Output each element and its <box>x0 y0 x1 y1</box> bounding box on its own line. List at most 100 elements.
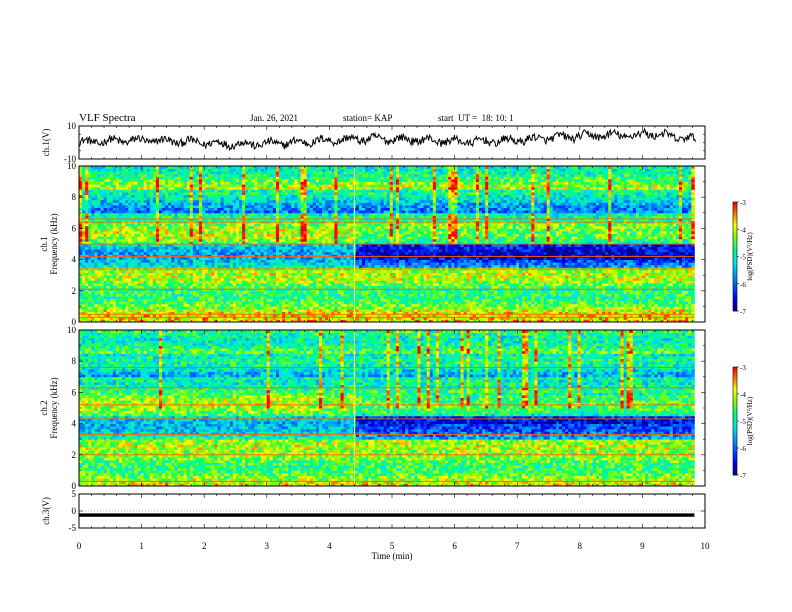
spectrogram-cell <box>303 280 308 284</box>
spectrogram-cell <box>478 314 483 318</box>
spectrogram-cell <box>137 296 141 299</box>
spectrogram-cell <box>426 316 431 320</box>
spectrogram-cell <box>155 262 160 266</box>
spectrogram-cell <box>140 277 145 281</box>
spectrogram-cell <box>229 309 234 312</box>
spectrogram-cell <box>334 316 338 320</box>
spectrogram-cell <box>457 296 461 299</box>
spectrogram-cell <box>608 264 612 268</box>
spectrogram-cell <box>198 298 203 302</box>
spectrogram-cell <box>272 293 277 297</box>
spectrogram-cell <box>202 290 206 294</box>
spectrogram-cell <box>635 264 640 268</box>
spectrogram-cell <box>540 303 544 307</box>
spectrogram-cell <box>128 272 132 276</box>
spectrogram-cell <box>263 262 268 266</box>
spectrogram-cell <box>331 301 335 305</box>
spectrogram-cell <box>617 283 621 286</box>
spectrogram-cell <box>115 319 120 323</box>
spectrogram-cell <box>223 277 228 281</box>
spectrogram-cell <box>626 283 631 286</box>
spectrogram-cell <box>242 290 246 294</box>
spectrogram-cell <box>602 277 606 281</box>
spectrogram-cell <box>232 314 237 318</box>
spectrogram-cell <box>534 311 538 315</box>
spectrogram-cell <box>555 290 560 294</box>
spectrogram-cell <box>571 270 575 273</box>
spectrogram-cell <box>408 303 412 307</box>
spectrogram-cell <box>534 283 538 286</box>
spectrogram-cell <box>531 303 535 307</box>
spectrogram-cell <box>589 285 594 289</box>
spectrogram-cell <box>414 314 418 318</box>
spectrogram-cell <box>134 272 138 276</box>
spectrogram-cell <box>638 280 643 284</box>
spectrogram-cell <box>312 275 317 279</box>
spectrogram-cell <box>254 280 258 284</box>
spectrogram-cell <box>202 264 206 268</box>
spectrogram-cell <box>657 293 661 297</box>
spectrogram-cell <box>389 319 394 323</box>
spectrogram-cell <box>85 277 89 281</box>
spectrogram-cell <box>623 306 628 310</box>
spectrogram-cell <box>171 270 175 273</box>
spectrogram-cell <box>325 264 329 268</box>
spectrogram-cell <box>417 314 421 318</box>
spectrogram-cell <box>346 259 351 263</box>
spectrogram-cell <box>349 296 354 299</box>
spectrogram-cell <box>162 311 166 315</box>
spectrogram-cell <box>189 270 194 273</box>
spectrogram-cell <box>337 311 341 315</box>
spectrogram-cell <box>122 293 126 297</box>
spectrogram-cell <box>183 306 188 310</box>
spectrogram-cell <box>537 293 541 297</box>
spectrogram-cell <box>666 309 671 312</box>
spectrogram-cell <box>306 316 311 320</box>
spectrogram-cell <box>257 277 261 281</box>
spectrogram-cell <box>577 319 581 323</box>
spectrogram-cell <box>94 293 98 297</box>
spectrogram-cell <box>82 309 86 312</box>
spectrogram-cell <box>675 259 680 263</box>
spectrogram-cell <box>423 264 428 268</box>
spectrogram-cell <box>666 285 671 289</box>
spectrogram-cell <box>509 296 514 299</box>
spectrogram-cell <box>362 290 366 294</box>
spectrogram-cell <box>691 275 695 279</box>
spectrogram-cell <box>509 283 514 286</box>
spectrogram-cell <box>546 283 551 286</box>
spectrogram-cell <box>291 296 295 299</box>
spectrogram-cell <box>645 309 649 312</box>
spectrogram-cell <box>266 309 271 312</box>
spectrogram-cell <box>605 277 609 281</box>
spectrogram-cell <box>303 316 308 320</box>
spectrogram-cell <box>605 319 609 323</box>
spectrogram-cell <box>475 311 480 315</box>
spectrogram-cell <box>475 314 480 318</box>
spectrogram-cell <box>220 275 225 279</box>
spectrogram-cell <box>451 275 455 279</box>
spectrogram-cell <box>602 306 606 310</box>
spectrogram-cell <box>642 303 646 307</box>
spectrogram-cell <box>257 275 261 279</box>
spectrogram-cell <box>272 283 277 286</box>
spectrogram-cell <box>675 311 680 315</box>
spectrogram-cell <box>448 285 452 289</box>
spectrogram-cell <box>328 275 332 279</box>
spectrogram-cell <box>632 303 637 307</box>
spectrogram-cell <box>103 270 108 273</box>
spectrogram-cell <box>648 301 652 305</box>
spectrogram-cell <box>688 319 692 323</box>
spectrogram-cell <box>122 309 126 312</box>
spectrogram-cell <box>322 275 326 279</box>
spectrogram-cell <box>546 285 551 289</box>
spectrogram-cell <box>522 264 526 268</box>
spectrogram-cell <box>162 283 166 286</box>
spectrogram-cell <box>103 296 108 299</box>
spectrogram-cell <box>115 316 120 320</box>
spectrogram-cell <box>417 290 421 294</box>
spectrogram-cell <box>297 309 301 312</box>
spectrogram-cell <box>478 293 483 297</box>
spectrogram-cell <box>217 277 221 281</box>
spectrogram-cell <box>608 296 612 299</box>
